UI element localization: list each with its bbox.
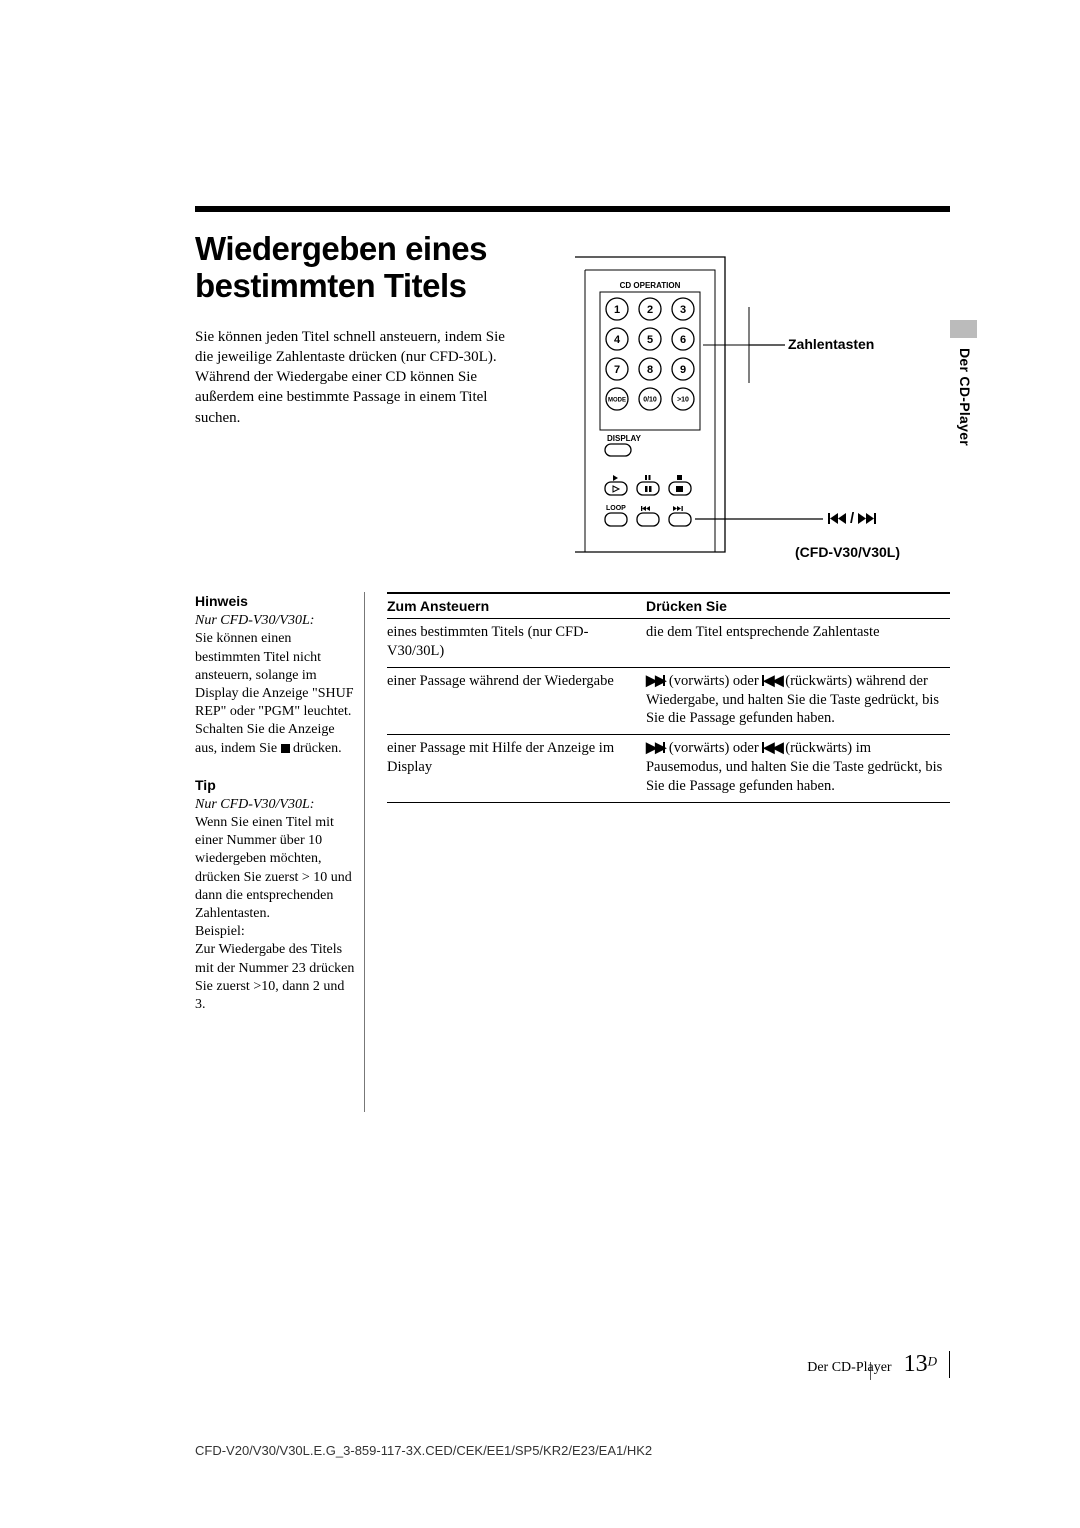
tip-body: Nur CFD-V30/V30L: Wenn Sie einen Titel m… — [195, 796, 356, 1014]
tip-text1: Wenn Sie einen Titel mit einer Nummer üb… — [195, 815, 352, 921]
display-button — [605, 444, 631, 456]
loop-skip-row: LOOP — [605, 505, 691, 526]
transport-row — [605, 475, 691, 495]
cd-operation-label: CD OPERATION — [620, 281, 681, 290]
table-cell: ▶▶ (vorwärts) oder ◀◀ (rückwärts) währen… — [646, 672, 950, 729]
svg-text:8: 8 — [647, 364, 653, 376]
side-tab: Der CD-Player — [957, 320, 977, 480]
hinweis-text: Sie können einen bestimmten Titel nicht … — [195, 631, 354, 755]
table-row: einer Passage während der Wiedergabe▶▶ (… — [387, 668, 950, 736]
stop-icon — [281, 744, 290, 753]
svg-text:/: / — [850, 510, 855, 527]
svg-text:5: 5 — [647, 334, 653, 346]
page-sup: D — [928, 1353, 937, 1368]
table-row: eines bestimmten Titels (nur CFD-V30/30L… — [387, 619, 950, 668]
table-cell: eines bestimmten Titels (nur CFD-V30/30L… — [387, 623, 646, 661]
document-code: CFD-V20/V30/V30L.E.G_3-859-117-3X.CED/CE… — [195, 1443, 652, 1458]
lower-columns: Hinweis Nur CFD-V30/V30L: Sie können ein… — [195, 592, 950, 1112]
hinweis-em: Nur CFD-V30/V30L: — [195, 613, 314, 628]
page-number: 13 — [904, 1351, 928, 1377]
tip-heading: Tip — [195, 776, 356, 794]
model-label: (CFD-V30/V30L) — [795, 544, 900, 560]
svg-text:7: 7 — [614, 364, 620, 376]
table-cell: einer Passage während der Wiedergabe — [387, 672, 646, 729]
skip-icons-label: / — [828, 510, 876, 527]
svg-text:MODE: MODE — [608, 398, 626, 404]
header-rule — [195, 206, 950, 212]
footer-section: Der CD-Player — [807, 1360, 891, 1376]
tip-text2: Beispiel: — [195, 924, 245, 939]
table-cell: ▶▶ (vorwärts) oder ◀◀ (rückwärts) im Pau… — [646, 739, 950, 796]
hinweis-body: Nur CFD-V30/V30L: Sie können einen besti… — [195, 612, 356, 758]
table-cell: die dem Titel entsprechende Zahlentaste — [646, 623, 950, 661]
page-footer: Der CD-Player 13D — [807, 1351, 950, 1378]
hinweis-heading: Hinweis — [195, 592, 356, 610]
hinweis-tail: drücken. — [290, 741, 342, 756]
zahlentasten-label: Zahlentasten — [788, 336, 874, 352]
intro-paragraph: Sie können jeden Titel schnell ansteuern… — [195, 327, 505, 428]
side-tab-label: Der CD-Player — [957, 348, 973, 446]
remote-diagram: CD OPERATION 1 2 3 4 5 6 7 8 9 MODE 0/10 >10 DISPLA… — [555, 247, 955, 577]
table-header: Zum Ansteuern Drücken Sie — [387, 592, 950, 619]
svg-text:0/10: 0/10 — [643, 397, 657, 404]
th-1: Zum Ansteuern — [387, 598, 646, 614]
svg-text:LOOP: LOOP — [606, 505, 626, 512]
table-cell: einer Passage mit Hilfe der Anzeige im D… — [387, 739, 646, 796]
svg-text:9: 9 — [680, 364, 686, 376]
th-2: Drücken Sie — [646, 598, 950, 614]
table-row: einer Passage mit Hilfe der Anzeige im D… — [387, 735, 950, 803]
svg-text:1: 1 — [614, 304, 620, 316]
tip-em: Nur CFD-V30/V30L: — [195, 797, 314, 812]
svg-text:4: 4 — [614, 334, 621, 346]
svg-text:6: 6 — [680, 334, 686, 346]
svg-text:>10: >10 — [677, 397, 689, 404]
tip-text3: Zur Wiedergabe des Titels mit der Nummer… — [195, 942, 354, 1012]
svg-text:2: 2 — [647, 304, 653, 316]
page-title: Wiedergeben eines bestimmten Titels — [195, 230, 535, 305]
table-column: Zum Ansteuern Drücken Sie eines bestimmt… — [387, 592, 950, 1112]
title-block: Wiedergeben eines bestimmten Titels Sie … — [195, 230, 535, 428]
svg-text:3: 3 — [680, 304, 686, 316]
display-label: DISPLAY — [607, 434, 642, 443]
notes-column: Hinweis Nur CFD-V30/V30L: Sie können ein… — [195, 592, 365, 1112]
